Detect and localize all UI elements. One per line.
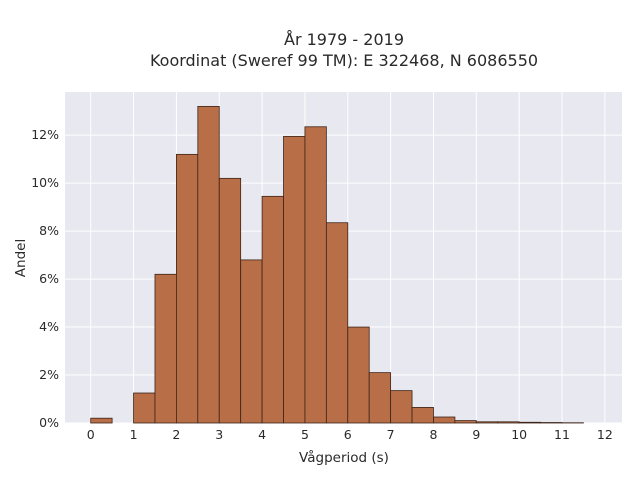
x-tick-label: 12: [597, 427, 613, 442]
x-axis-label: Vågperiod (s): [299, 449, 389, 466]
histogram-bar: [261, 195, 284, 424]
histogram-bar: [197, 105, 220, 424]
y-axis-ticks: 0% 2% 4% 6% 8% 10% 12%: [31, 127, 59, 430]
y-tick-label: 4%: [39, 319, 59, 334]
histogram-bar: [304, 126, 327, 424]
y-tick-label: 10%: [31, 175, 59, 190]
histogram-bar: [390, 390, 413, 424]
histogram-bar: [240, 259, 263, 424]
y-tick-label: 0%: [39, 415, 59, 430]
x-tick-label: 11: [554, 427, 570, 442]
histogram-bar: [218, 177, 242, 424]
histogram-bar: [347, 326, 370, 424]
x-tick-label: 7: [387, 427, 395, 442]
x-axis-ticks: 0 1 2 3 4 5 6 7 8 9 10 11 12: [87, 427, 613, 442]
y-tick-label: 6%: [39, 271, 59, 286]
histogram-bar: [133, 392, 156, 424]
histogram-bar: [175, 153, 199, 424]
histogram-bar: [411, 407, 434, 424]
histogram-bar: [368, 372, 392, 424]
x-tick-label: 9: [472, 427, 480, 442]
chart-title-line-2: Koordinat (Sweref 99 TM): E 322468, N 60…: [150, 51, 538, 70]
x-tick-label: 6: [344, 427, 352, 442]
histogram-bar: [90, 417, 113, 424]
x-tick-label: 0: [87, 427, 95, 442]
y-tick-label: 8%: [39, 223, 59, 238]
y-axis-label: Andel: [13, 239, 29, 277]
histogram-bar: [154, 273, 177, 424]
x-tick-label: 1: [130, 427, 138, 442]
x-tick-label: 10: [511, 427, 527, 442]
y-tick-label: 2%: [39, 367, 59, 382]
histogram-bar: [475, 421, 499, 424]
chart-title-line-1: År 1979 - 2019: [284, 30, 404, 49]
x-tick-label: 5: [301, 427, 309, 442]
histogram-bar: [325, 222, 349, 424]
histogram-bar: [454, 420, 477, 424]
bars: [90, 105, 584, 424]
histogram-bar: [433, 416, 456, 424]
x-tick-label: 3: [215, 427, 223, 442]
histogram-bar: [283, 135, 306, 424]
x-tick-label: 4: [258, 427, 266, 442]
histogram-bar: [497, 421, 520, 424]
histogram-bar: [518, 421, 541, 424]
x-tick-label: 8: [430, 427, 438, 442]
y-tick-label: 12%: [31, 127, 59, 142]
x-tick-label: 2: [172, 427, 180, 442]
